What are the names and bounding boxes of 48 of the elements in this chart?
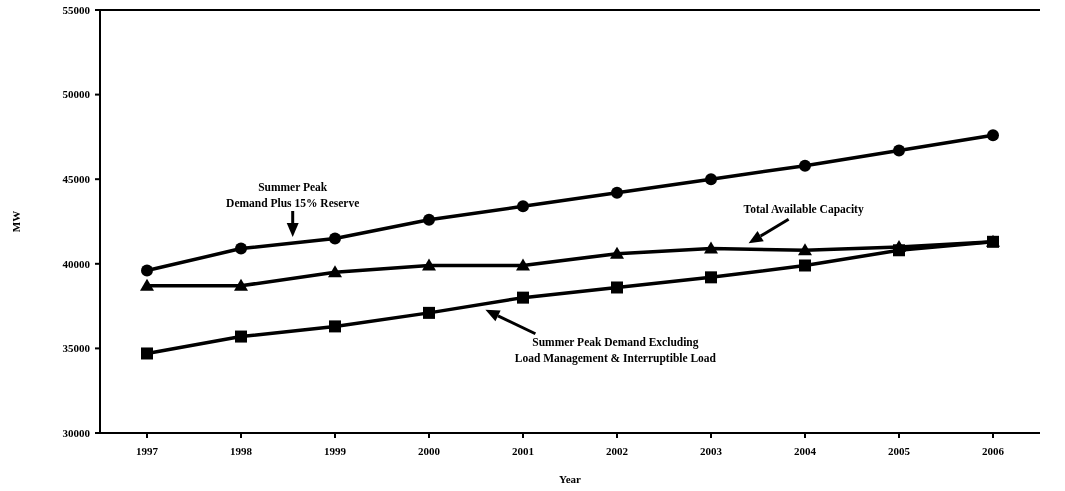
y-tick-label: 40000 [62, 257, 91, 270]
x-tick-label: 2006 [982, 445, 1005, 457]
y-axis-title: MW [10, 210, 22, 233]
y-tick-label: 55000 [62, 3, 91, 16]
x-tick-label: 1999 [324, 445, 347, 457]
point [328, 265, 342, 278]
point [705, 271, 717, 284]
point [705, 173, 717, 186]
point [987, 129, 999, 142]
point [422, 258, 436, 271]
point [235, 330, 247, 343]
point [423, 213, 435, 226]
point [516, 258, 530, 271]
point [329, 320, 341, 333]
y-tick-label: 45000 [62, 173, 91, 186]
point [611, 281, 623, 294]
x-tick-label: 2003 [700, 445, 723, 457]
point [423, 306, 435, 319]
x-tick-label: 1998 [230, 445, 253, 457]
point [517, 200, 529, 213]
point [235, 242, 247, 255]
point [610, 246, 624, 259]
point [141, 264, 153, 277]
x-axis-title: Year [559, 473, 582, 485]
x-tick-label: 2002 [606, 445, 629, 457]
x-tick-label: 1997 [136, 445, 159, 457]
y-tick-label: 50000 [62, 88, 91, 101]
point [234, 278, 248, 291]
point [893, 244, 905, 257]
point [329, 232, 341, 245]
point [893, 144, 905, 157]
y-tick-label: 30000 [62, 426, 91, 439]
point [611, 186, 623, 199]
point [517, 291, 529, 304]
x-tick-label: 2004 [794, 445, 817, 457]
point [140, 278, 154, 291]
point [141, 347, 153, 360]
point [798, 243, 812, 256]
x-tick-label: 2005 [888, 445, 911, 457]
x-tick-label: 2000 [418, 445, 441, 457]
legend-label: Summer Peak Demand Excluding Load Management & Interruptible Load [514, 335, 717, 365]
point [799, 159, 811, 172]
x-tick-label: 2001 [512, 445, 534, 457]
point [704, 241, 718, 254]
y-tick-label: 35000 [62, 342, 91, 355]
text: Summer Peak Demand Plus 15% Reserve [226, 180, 360, 209]
point [799, 259, 811, 272]
text: Total Available Capacity [743, 203, 864, 217]
